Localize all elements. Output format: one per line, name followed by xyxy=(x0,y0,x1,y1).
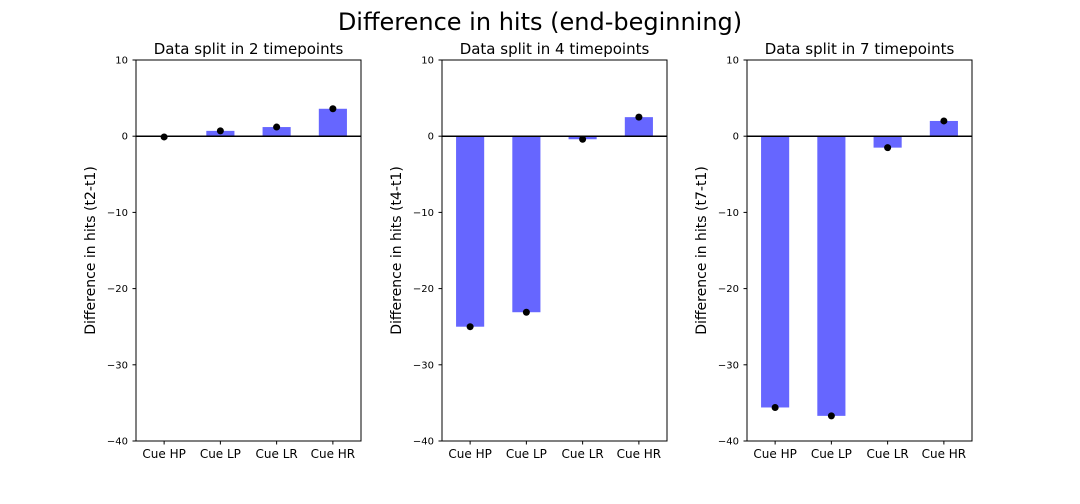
bar xyxy=(761,136,790,408)
plot-frame xyxy=(746,59,973,442)
bar xyxy=(318,108,347,137)
x-tick-label: Cue LP xyxy=(506,447,547,461)
bar xyxy=(456,136,485,327)
chart-panel-1: Data split in 2 timepoints Difference in … xyxy=(83,40,362,461)
data-point xyxy=(466,323,474,331)
data-point xyxy=(522,308,530,316)
data-point xyxy=(771,403,779,411)
bar xyxy=(817,136,846,416)
y-tick-label: 0 xyxy=(733,132,739,143)
y-tick-label: −40 xyxy=(718,437,739,448)
y-tick-label: 0 xyxy=(122,132,128,143)
y-tick-label: −20 xyxy=(718,284,739,295)
data-point xyxy=(827,412,835,420)
y-tick-label: −40 xyxy=(107,437,128,448)
bar xyxy=(624,117,653,137)
panel-title: Data split in 4 timepoints xyxy=(460,40,650,58)
y-tick-label: −20 xyxy=(107,284,128,295)
panel-title: Data split in 2 timepoints xyxy=(154,40,344,58)
y-axis-label: Difference in hits (t7-t1) xyxy=(694,166,710,335)
x-tick-label: Cue HP xyxy=(448,447,491,461)
x-tick-label: Cue HR xyxy=(922,447,967,461)
y-tick-label: 10 xyxy=(115,56,128,67)
y-axis-label: Difference in hits (t4-t1) xyxy=(389,166,405,335)
y-tick-label: −40 xyxy=(413,437,434,448)
x-tick-label: Cue LR xyxy=(256,447,298,461)
panel-title: Data split in 7 timepoints xyxy=(765,40,955,58)
y-tick-label: 10 xyxy=(726,56,739,67)
data-point xyxy=(635,113,643,121)
plot-frame xyxy=(441,59,668,442)
x-tick-label: Cue LR xyxy=(867,447,909,461)
y-tick-label: −10 xyxy=(107,208,128,219)
figure-title: Difference in hits (end-beginning) xyxy=(338,8,742,36)
data-point xyxy=(940,117,948,125)
data-point xyxy=(273,123,281,131)
y-tick-label: −20 xyxy=(413,284,434,295)
y-tick-label: −10 xyxy=(718,208,739,219)
y-tick-label: −30 xyxy=(718,360,739,371)
x-tick-label: Cue HR xyxy=(617,447,662,461)
data-point xyxy=(216,127,224,135)
y-axis-label: Difference in hits (t2-t1) xyxy=(83,166,99,335)
x-tick-label: Cue HP xyxy=(142,447,185,461)
bar xyxy=(929,120,958,137)
chart-panel-3: Data split in 7 timepoints Difference in … xyxy=(694,40,973,461)
x-tick-label: Cue LP xyxy=(811,447,852,461)
data-point xyxy=(884,144,892,152)
y-tick-label: −30 xyxy=(413,360,434,371)
x-tick-label: Cue LP xyxy=(200,447,241,461)
y-tick-label: 0 xyxy=(428,132,434,143)
chart-panel-2: Data split in 4 timepoints Difference in … xyxy=(389,40,668,461)
bar xyxy=(262,127,291,137)
data-point xyxy=(329,105,337,113)
y-tick-label: −30 xyxy=(107,360,128,371)
y-tick-label: 10 xyxy=(421,56,434,67)
plot-frame xyxy=(135,59,362,442)
x-tick-label: Cue HP xyxy=(753,447,796,461)
data-point xyxy=(579,135,587,143)
y-tick-label: −10 xyxy=(413,208,434,219)
bar xyxy=(873,136,902,148)
bar xyxy=(512,136,541,313)
x-tick-label: Cue LR xyxy=(562,447,604,461)
data-point xyxy=(160,133,168,141)
x-tick-label: Cue HR xyxy=(311,447,356,461)
panels: Data split in 2 timepoints Difference in … xyxy=(83,40,973,461)
